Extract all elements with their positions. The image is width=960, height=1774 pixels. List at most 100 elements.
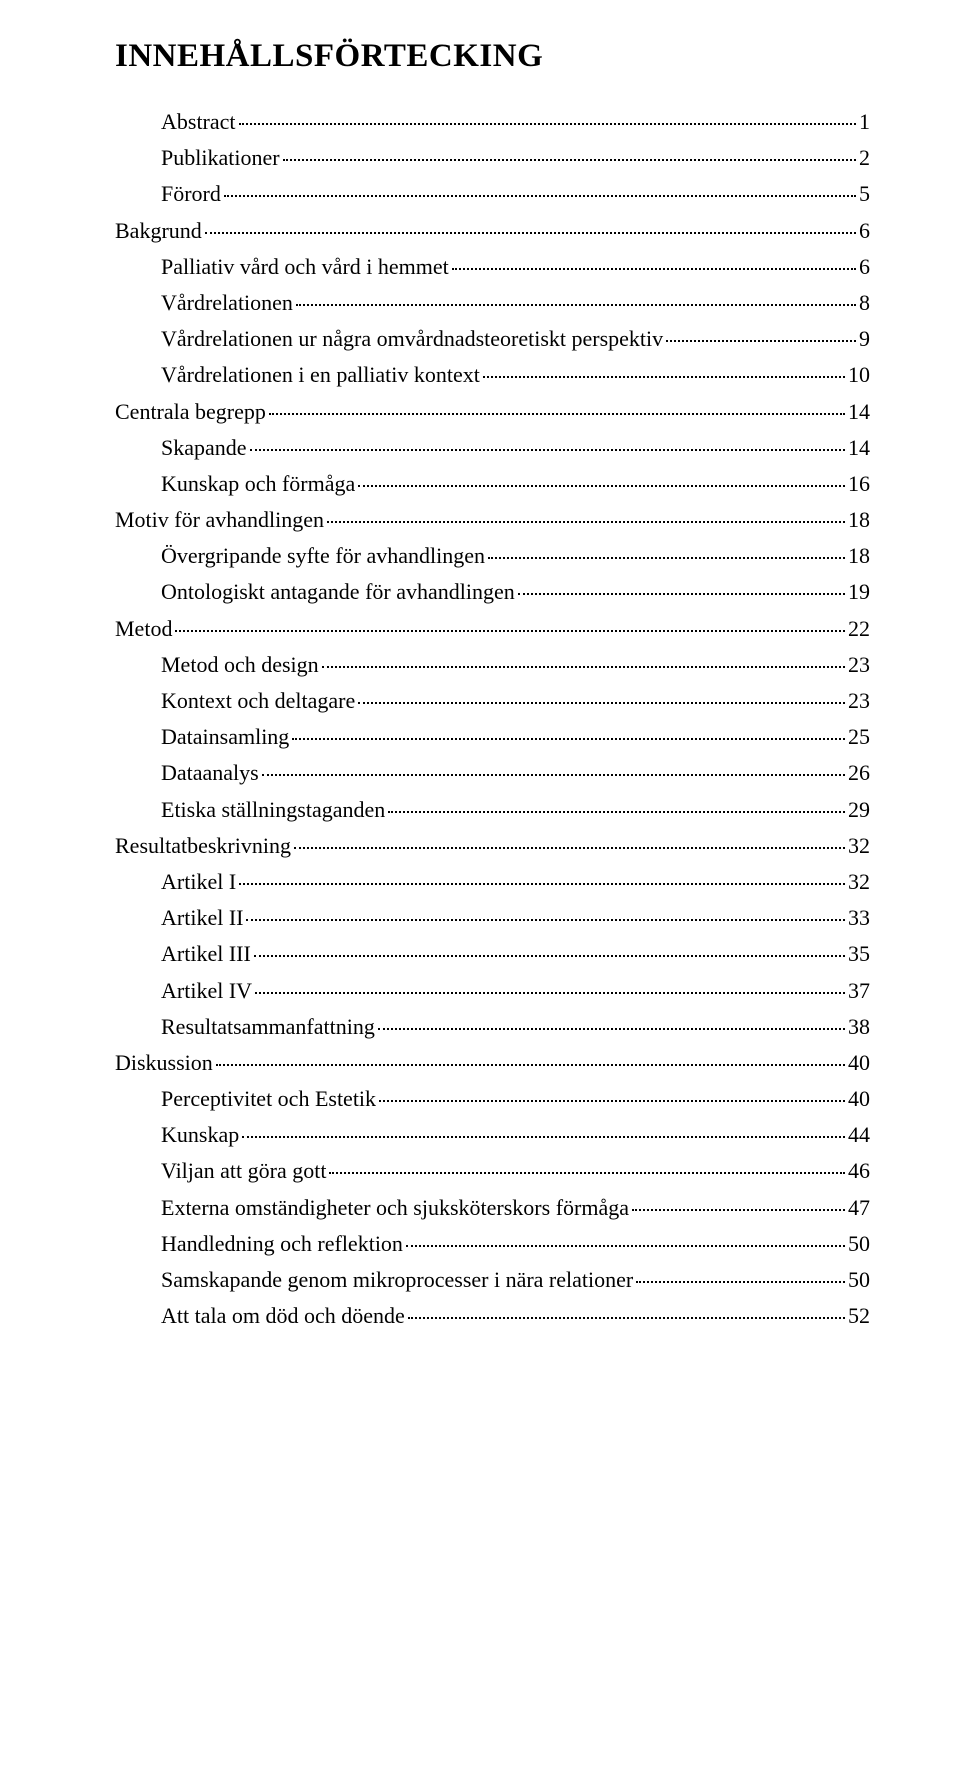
toc-entry-label: Artikel II <box>161 907 243 929</box>
toc-entry: Etiska ställningstaganden29 <box>115 799 870 821</box>
dot-leader <box>283 159 856 161</box>
toc-entry-label: Metod <box>115 618 172 640</box>
toc-entry-label: Vårdrelationen i en palliativ kontext <box>161 364 480 386</box>
toc-entry: Förord 5 <box>115 183 870 205</box>
dot-leader <box>216 1064 845 1066</box>
toc-entry: Metod och design23 <box>115 654 870 676</box>
toc-entry-label: Samskapande genom mikroprocesser i nära … <box>161 1269 633 1291</box>
toc-entry-page: 16 <box>848 473 870 495</box>
toc-entry-label: Ontologiskt antagande för avhandlingen <box>161 581 515 603</box>
toc-entry: Datainsamling25 <box>115 726 870 748</box>
toc-entry-label: Centrala begrepp <box>115 401 266 423</box>
dot-leader <box>239 123 856 125</box>
toc-entry-label: Etiska ställningstaganden <box>161 799 385 821</box>
dot-leader <box>254 955 845 957</box>
dot-leader <box>239 883 845 885</box>
toc-entry-page: 52 <box>848 1305 870 1327</box>
toc-entry-label: Kunskap <box>161 1124 239 1146</box>
toc-entry: Vårdrelationen ur några omvårdnadsteoret… <box>115 328 870 350</box>
toc-entry-page: 44 <box>848 1124 870 1146</box>
toc-entry-page: 19 <box>848 581 870 603</box>
dot-leader <box>378 1028 845 1030</box>
toc-entry: Abstract 1 <box>115 111 870 133</box>
dot-leader <box>406 1245 845 1247</box>
toc-entry: Diskussion40 <box>115 1052 870 1074</box>
toc-entry: Resultatbeskrivning 32 <box>115 835 870 857</box>
dot-leader <box>632 1209 845 1211</box>
dot-leader <box>358 702 845 704</box>
toc-entry-page: 8 <box>859 292 870 314</box>
toc-entry: Dataanalys26 <box>115 762 870 784</box>
toc-entry: Perceptivitet och Estetik 40 <box>115 1088 870 1110</box>
page-title: INNEHÅLLSFÖRTECKING <box>115 38 870 75</box>
toc-entry-label: Kunskap och förmåga <box>161 473 355 495</box>
toc-entry-label: Skapande <box>161 437 247 459</box>
dot-leader <box>269 413 845 415</box>
toc-entry-page: 14 <box>848 401 870 423</box>
toc-entry: Vårdrelationen 8 <box>115 292 870 314</box>
dot-leader <box>358 485 845 487</box>
toc-entry: Kontext och deltagare 23 <box>115 690 870 712</box>
toc-entry-label: Resultatbeskrivning <box>115 835 291 857</box>
toc-entry-label: Perceptivitet och Estetik <box>161 1088 376 1110</box>
toc-entry-page: 23 <box>848 690 870 712</box>
toc-entry-label: Artikel IV <box>161 980 252 1002</box>
toc-entry: Viljan att göra gott46 <box>115 1160 870 1182</box>
dot-leader <box>242 1136 845 1138</box>
toc-entry: Palliativ vård och vård i hemmet 6 <box>115 256 870 278</box>
toc-entry-label: Handledning och reflektion <box>161 1233 403 1255</box>
toc-entry-page: 46 <box>848 1160 870 1182</box>
toc-entry: Externa omständigheter och sjukskötersko… <box>115 1197 870 1219</box>
toc-entry: Samskapande genom mikroprocesser i nära … <box>115 1269 870 1291</box>
toc-entry-page: 6 <box>859 220 870 242</box>
dot-leader <box>388 811 845 813</box>
toc-entry: Artikel II 33 <box>115 907 870 929</box>
toc-entry-label: Abstract <box>161 111 236 133</box>
dot-leader <box>518 593 845 595</box>
dot-leader <box>292 738 845 740</box>
toc-entry-page: 9 <box>859 328 870 350</box>
toc-entry-label: Vårdrelationen <box>161 292 293 314</box>
dot-leader <box>224 195 856 197</box>
toc-entry: Publikationer2 <box>115 147 870 169</box>
dot-leader <box>379 1100 845 1102</box>
toc-entry-page: 33 <box>848 907 870 929</box>
toc-entry: Kunskap och förmåga 16 <box>115 473 870 495</box>
toc-entry: Kunskap 44 <box>115 1124 870 1146</box>
toc-entry-page: 32 <box>848 835 870 857</box>
dot-leader <box>250 449 845 451</box>
toc-entry-page: 26 <box>848 762 870 784</box>
toc-entry-page: 50 <box>848 1233 870 1255</box>
dot-leader <box>175 630 845 632</box>
toc-entry-label: Artikel III <box>161 943 251 965</box>
toc-entry: Skapande 14 <box>115 437 870 459</box>
toc-entry-label: Palliativ vård och vård i hemmet <box>161 256 449 278</box>
toc-entry-page: 18 <box>848 545 870 567</box>
dot-leader <box>294 847 845 849</box>
toc-entry-page: 38 <box>848 1016 870 1038</box>
toc-entry-page: 40 <box>848 1088 870 1110</box>
toc-entry: Övergripande syfte för avhandlingen18 <box>115 545 870 567</box>
toc-entry-page: 1 <box>859 111 870 133</box>
dot-leader <box>205 232 856 234</box>
toc-entry-page: 18 <box>848 509 870 531</box>
table-of-contents: Abstract1Publikationer2Förord5Bakgrund6P… <box>115 111 870 1327</box>
toc-entry: Centrala begrepp 14 <box>115 401 870 423</box>
toc-entry: Artikel III 35 <box>115 943 870 965</box>
toc-entry-label: Kontext och deltagare <box>161 690 355 712</box>
toc-entry-page: 37 <box>848 980 870 1002</box>
toc-entry-page: 40 <box>848 1052 870 1074</box>
dot-leader <box>636 1281 845 1283</box>
dot-leader <box>452 268 856 270</box>
toc-entry-page: 10 <box>848 364 870 386</box>
toc-entry-label: Förord <box>161 183 221 205</box>
toc-entry: Att tala om död och döende 52 <box>115 1305 870 1327</box>
toc-entry-label: Att tala om död och döende <box>161 1305 405 1327</box>
dot-leader <box>262 774 845 776</box>
toc-entry-page: 14 <box>848 437 870 459</box>
toc-entry-page: 22 <box>848 618 870 640</box>
toc-entry-page: 35 <box>848 943 870 965</box>
toc-entry-page: 5 <box>859 183 870 205</box>
toc-entry-page: 6 <box>859 256 870 278</box>
dot-leader <box>296 304 856 306</box>
